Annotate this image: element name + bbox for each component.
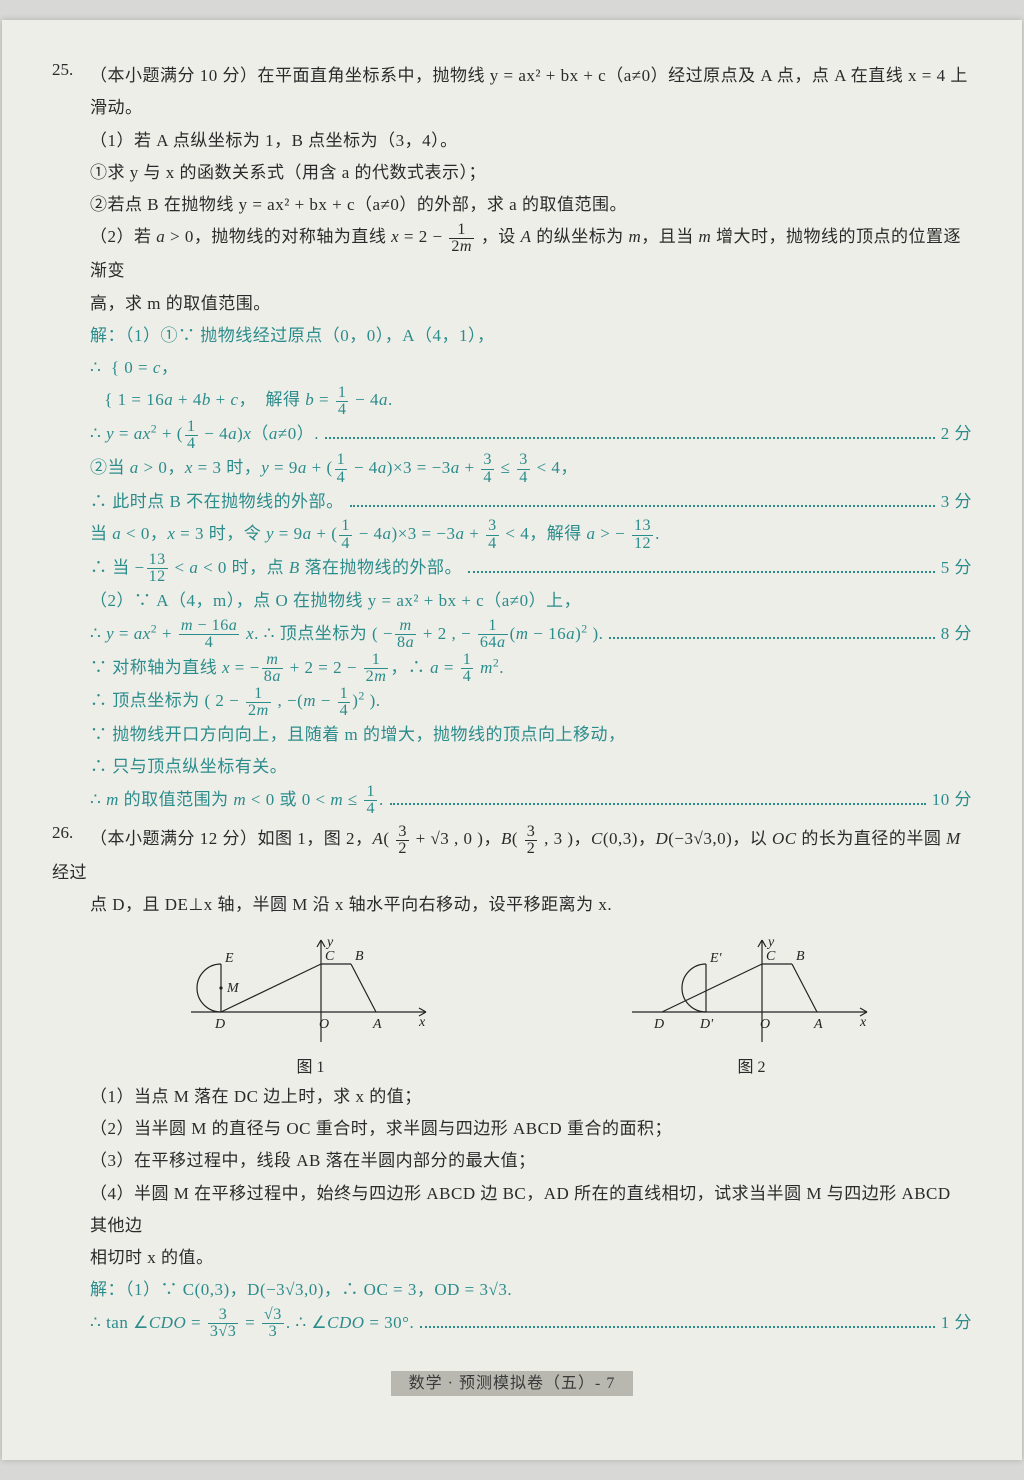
fig1-caption: 图 1 (181, 1053, 441, 1077)
question-25: 25. （本小题满分 10 分）在平面直角坐标系中，抛物线 y = ax² + … (52, 60, 972, 817)
q25-sol-line: ∵ 抛物线开口方向向上，且随着 m 的增大，抛物线的顶点向上移动， (52, 719, 972, 751)
q25-sol-line: 解：（1）①∵ 抛物线经过原点（0，0），A（4，1）， (52, 320, 972, 352)
fig2-label-C: C (766, 949, 776, 964)
q25-sol-line: ∴ y = ax2 + (14 − 4a)x（a≠0）. 2 分 (52, 418, 972, 452)
q26-sub-line: （3）在平移过程中，线段 AB 落在半圆内部分的最大值； (52, 1145, 972, 1177)
q25-sol-line: ∴ 当 −1312 < a < 0 时，点 B 落在抛物线的外部。 5 分 (52, 552, 972, 586)
fig2-label-O: O (760, 1017, 770, 1032)
q26-sub-line: （1）当点 M 落在 DC 边上时，求 x 的值； (52, 1081, 972, 1113)
fig2-label-E: E' (709, 951, 723, 966)
q25-stem-line: 滑动。 (52, 92, 972, 124)
fig1-label-D: D (214, 1017, 225, 1032)
score-marker: 3 分 (941, 486, 972, 518)
q25-sol-line: ②当 a > 0，x = 3 时，y = 9a + (14 − 4a)×3 = … (52, 452, 972, 486)
figure-1: E C B M D O A x y 图 1 (181, 932, 441, 1077)
fig1-label-C: C (325, 949, 335, 964)
q25-sol-line: （2）∵ A（4，m），点 O 在抛物线 y = ax² + bx + c（a≠… (52, 585, 972, 617)
figure-row: E C B M D O A x y 图 1 (52, 932, 972, 1077)
q25-sol-line: ∴ { 0 = c， { 1 = 16a + 4b + c， 解得 b = 14… (52, 352, 972, 418)
figure-2: E' C B D D' O A x y 图 2 (622, 932, 882, 1077)
fig1-label-A: A (372, 1017, 382, 1032)
q25-sol-line: ∴ 只与顶点纵坐标有关。 (52, 751, 972, 783)
q25-sol-line: ∴ m 的取值范围为 m < 0 或 0 < m ≤ 14. 10 分 (52, 784, 972, 818)
fig1-label-y: y (325, 935, 334, 950)
q26-stem-line: 点 D，且 DE⊥x 轴，半圆 M 沿 x 轴水平向右移动，设平移距离为 x. (52, 889, 972, 921)
score-marker: 10 分 (932, 784, 972, 816)
q26-sub-line: 相切时 x 的值。 (52, 1242, 972, 1274)
q26-sub-line: （4）半圆 M 在平移过程中，始终与四边形 ABCD 边 BC，AD 所在的直线… (52, 1178, 972, 1243)
question-26: 26. （本小题满分 12 分）如图 1，图 2，A( 32 + √3 , 0 … (52, 823, 972, 1340)
fig1-label-O: O (319, 1017, 329, 1032)
q25-sol-line: ∴ 此时点 B 不在抛物线的外部。 3 分 (52, 486, 972, 518)
fig2-label-y: y (766, 935, 775, 950)
q25-sol-line: ∴ y = ax2 + m − 16a4 x. ∴ 顶点坐标为 ( −m8a +… (52, 618, 972, 652)
q25-sol-line: ∴ 顶点坐标为 ( 2 − 12m , −(m − 14)2 ). (52, 685, 972, 719)
fig2-label-B: B (796, 949, 805, 964)
q25-number: 25. (52, 60, 90, 80)
q25-stem-line: （本小题满分 10 分）在平面直角坐标系中，抛物线 y = ax² + bx +… (52, 60, 972, 92)
q25-stem-line: 高，求 m 的取值范围。 (52, 288, 972, 320)
fig2-caption: 图 2 (622, 1053, 882, 1077)
fig1-label-M: M (226, 981, 240, 996)
q26-stem-line: （本小题满分 12 分）如图 1，图 2，A( 32 + √3 , 0 )，B(… (52, 823, 972, 889)
q25-stem-line: （2）若 a > 0，抛物线的对称轴为直线 x = 2 − 12m ，设 A 的… (52, 221, 972, 287)
fig2-label-Dp: D' (699, 1017, 714, 1032)
q26-sol-line: 解：（1）∵ C(0,3)，D(−3√3,0)，∴ OC = 3，OD = 3√… (52, 1274, 972, 1306)
score-marker: 5 分 (941, 552, 972, 584)
q25-stem-line: （1）若 A 点纵坐标为 1，B 点坐标为（3，4）。 (52, 125, 972, 157)
score-marker: 8 分 (941, 618, 972, 650)
score-marker: 1 分 (941, 1307, 972, 1339)
page-footer: 数学 · 预测模拟卷（五）- 7 (52, 1369, 972, 1393)
q26-number: 26. (52, 823, 90, 843)
fig2-label-A: A (813, 1017, 823, 1032)
score-marker: 2 分 (941, 418, 972, 450)
fig2-label-D: D (653, 1017, 664, 1032)
q25-stem-line: ②若点 B 在抛物线 y = ax² + bx + c（a≠0）的外部，求 a … (52, 189, 972, 221)
exam-page: 25. （本小题满分 10 分）在平面直角坐标系中，抛物线 y = ax² + … (2, 20, 1022, 1460)
fig1-label-B: B (355, 949, 364, 964)
fig2-label-x: x (859, 1015, 867, 1030)
fig1-label-x: x (418, 1015, 426, 1030)
footer-text: 数学 · 预测模拟卷（五）- 7 (391, 1371, 634, 1396)
q26-sol-line: ∴ tan ∠CDO = 33√3 = √33. ∴ ∠CDO = 30°. 1… (52, 1307, 972, 1341)
q25-sol-line: 当 a < 0，x = 3 时，令 y = 9a + (14 − 4a)×3 =… (52, 518, 972, 552)
fig1-label-E: E (224, 951, 234, 966)
q26-sub-line: （2）当半圆 M 的直径与 OC 重合时，求半圆与四边形 ABCD 重合的面积； (52, 1113, 972, 1145)
q25-stem-line: ①求 y 与 x 的函数关系式（用含 a 的代数式表示）； (52, 157, 972, 189)
q25-sol-line: ∵ 对称轴为直线 x = −m8a + 2 = 2 − 12m，∴ a = 14… (52, 652, 972, 686)
